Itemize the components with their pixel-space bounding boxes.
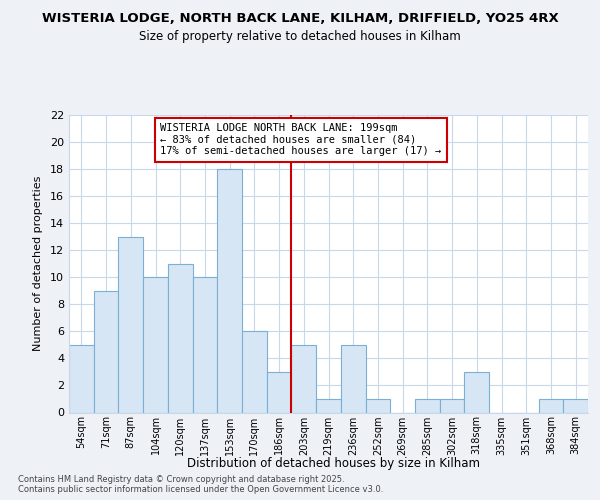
- Bar: [69, 345, 94, 412]
- Text: Size of property relative to detached houses in Kilham: Size of property relative to detached ho…: [139, 30, 461, 43]
- Bar: [365, 399, 390, 412]
- Text: Contains HM Land Registry data © Crown copyright and database right 2025.: Contains HM Land Registry data © Crown c…: [18, 475, 344, 484]
- Bar: [168, 264, 193, 412]
- Bar: [440, 399, 464, 412]
- Bar: [464, 372, 489, 412]
- Bar: [217, 169, 242, 412]
- Bar: [94, 291, 118, 412]
- Bar: [341, 345, 365, 412]
- Y-axis label: Number of detached properties: Number of detached properties: [33, 176, 43, 352]
- Bar: [563, 399, 588, 412]
- Text: WISTERIA LODGE NORTH BACK LANE: 199sqm
← 83% of detached houses are smaller (84): WISTERIA LODGE NORTH BACK LANE: 199sqm ←…: [160, 123, 442, 156]
- Bar: [267, 372, 292, 412]
- Bar: [316, 399, 341, 412]
- Bar: [242, 332, 267, 412]
- Bar: [118, 236, 143, 412]
- Bar: [193, 278, 217, 412]
- Bar: [143, 278, 168, 412]
- Bar: [539, 399, 563, 412]
- Bar: [415, 399, 440, 412]
- Text: WISTERIA LODGE, NORTH BACK LANE, KILHAM, DRIFFIELD, YO25 4RX: WISTERIA LODGE, NORTH BACK LANE, KILHAM,…: [41, 12, 559, 26]
- Text: Contains public sector information licensed under the Open Government Licence v3: Contains public sector information licen…: [18, 485, 383, 494]
- Bar: [292, 345, 316, 412]
- Text: Distribution of detached houses by size in Kilham: Distribution of detached houses by size …: [187, 458, 479, 470]
